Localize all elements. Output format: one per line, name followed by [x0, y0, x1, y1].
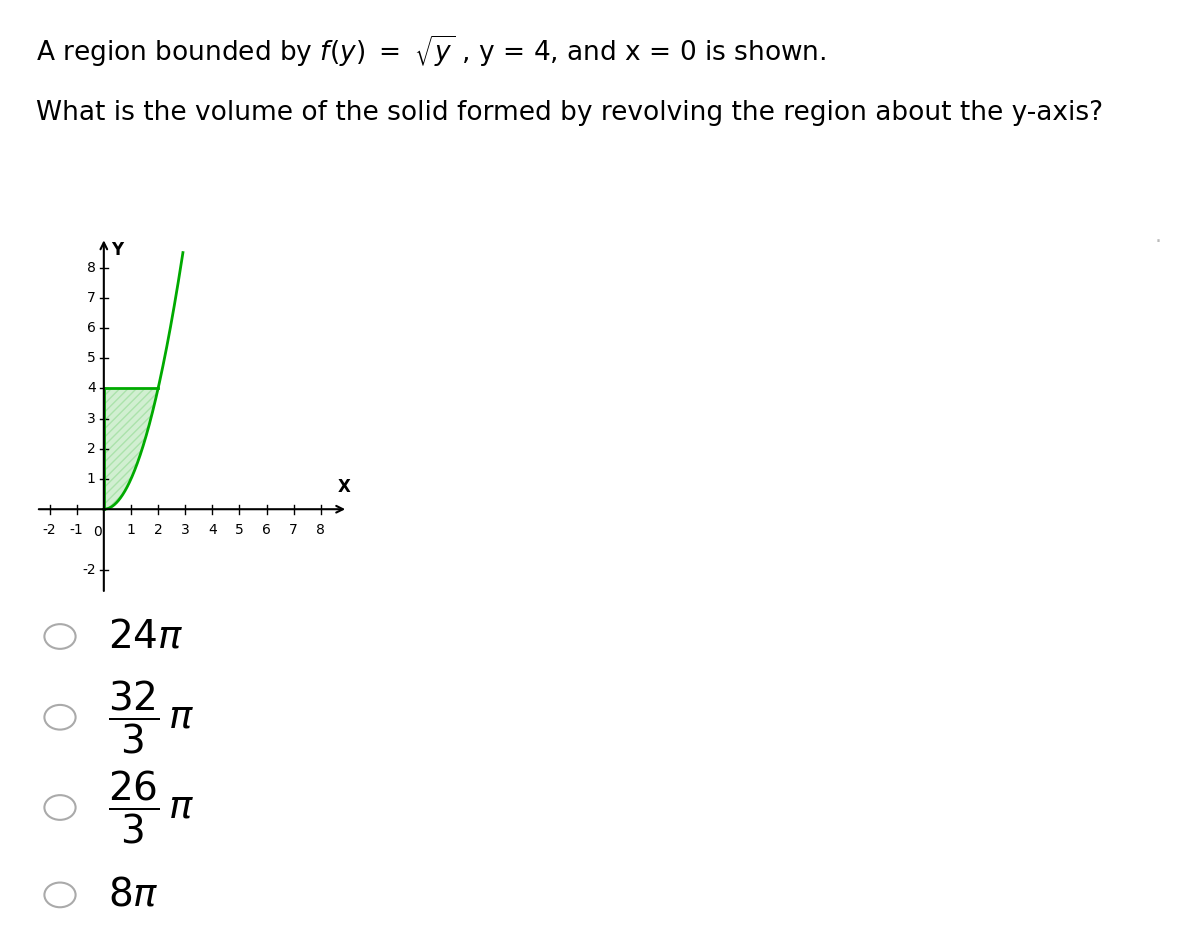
Text: 6: 6: [86, 321, 96, 335]
Text: X: X: [337, 478, 350, 496]
Text: 2: 2: [86, 442, 96, 456]
Text: 1: 1: [86, 472, 96, 486]
Text: 7: 7: [86, 291, 96, 305]
Text: -2: -2: [82, 562, 96, 577]
Text: 5: 5: [235, 522, 244, 537]
Text: $24\pi$: $24\pi$: [108, 618, 184, 655]
Text: Y: Y: [112, 240, 124, 258]
Text: -1: -1: [70, 522, 84, 537]
Text: 6: 6: [262, 522, 271, 537]
Text: 1: 1: [126, 522, 136, 537]
Text: 3: 3: [86, 411, 96, 426]
Text: ·: ·: [1154, 232, 1162, 253]
Text: $8\pi$: $8\pi$: [108, 876, 158, 914]
Text: 0: 0: [94, 525, 102, 539]
Text: 5: 5: [86, 352, 96, 365]
Text: A region bounded by $f\mathit{(y)}$ $=$ $\sqrt{y}$ , y = 4, and x = 0 is shown.: A region bounded by $f\mathit{(y)}$ $=$ …: [36, 33, 826, 69]
Text: 3: 3: [181, 522, 190, 537]
Text: 8: 8: [86, 260, 96, 275]
Text: $\dfrac{32}{3}\,\pi$: $\dfrac{32}{3}\,\pi$: [108, 678, 194, 756]
Text: 4: 4: [86, 382, 96, 395]
Text: 4: 4: [208, 522, 217, 537]
Text: $\dfrac{26}{3}\,\pi$: $\dfrac{26}{3}\,\pi$: [108, 769, 194, 846]
Text: 8: 8: [317, 522, 325, 537]
Text: What is the volume of the solid formed by revolving the region about the y-axis?: What is the volume of the solid formed b…: [36, 100, 1103, 125]
Text: 2: 2: [154, 522, 162, 537]
Text: -2: -2: [43, 522, 56, 537]
Text: 7: 7: [289, 522, 298, 537]
